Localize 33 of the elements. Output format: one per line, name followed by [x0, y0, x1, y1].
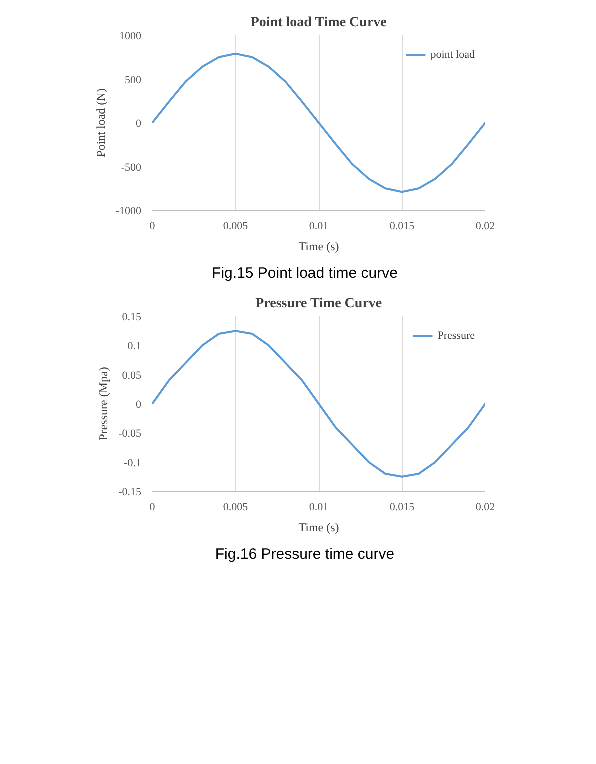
x-tick-label: 0.005: [223, 220, 249, 232]
legend-label: point load: [430, 49, 475, 61]
x-tick-label: 0: [150, 502, 156, 514]
x-tick-label: 0.02: [476, 502, 496, 514]
y-tick-label: 0: [136, 399, 142, 412]
y-tick-label: -500: [121, 162, 142, 174]
chart-title: Point load Time Curve: [250, 16, 387, 30]
y-tick-label: -0.1: [124, 458, 142, 470]
y-tick-label: 0: [136, 118, 142, 130]
y-tick-label: 500: [125, 74, 142, 86]
line-series: [152, 330, 486, 478]
x-tick-label: 0: [150, 220, 156, 232]
x-tick-label: 0.015: [390, 220, 416, 232]
y-tick-label: -0.15: [118, 486, 142, 499]
x-axis-title: Time (s): [298, 240, 340, 254]
y-tick-label: 0.1: [128, 341, 142, 354]
y-axis-title: Pressure (Mpa): [96, 368, 111, 442]
x-tick-label: 0.005: [223, 502, 249, 514]
caption: Fig.15 Point load time curve: [212, 264, 398, 284]
y-tick-label: 0.05: [122, 370, 142, 382]
y-axis-title: Point load (N): [94, 88, 108, 158]
y-tick-label: 0.15: [122, 312, 142, 324]
y-tick-label: -1000: [116, 206, 142, 218]
x-axis-title: Time (s): [298, 520, 340, 535]
chart-title: Pressure Time Curve: [256, 296, 382, 312]
y-tick-label: 1000: [120, 30, 142, 42]
legend-label: Pressure: [438, 330, 475, 342]
x-tick-label: 0.01: [309, 502, 329, 514]
x-tick-label: 0.02: [476, 220, 496, 232]
y-tick-label: -0.05: [118, 428, 142, 441]
x-tick-label: 0.01: [309, 220, 329, 232]
x-tick-label: 0.015: [390, 502, 416, 514]
caption: Fig.16 Pressure time curve: [215, 545, 395, 566]
